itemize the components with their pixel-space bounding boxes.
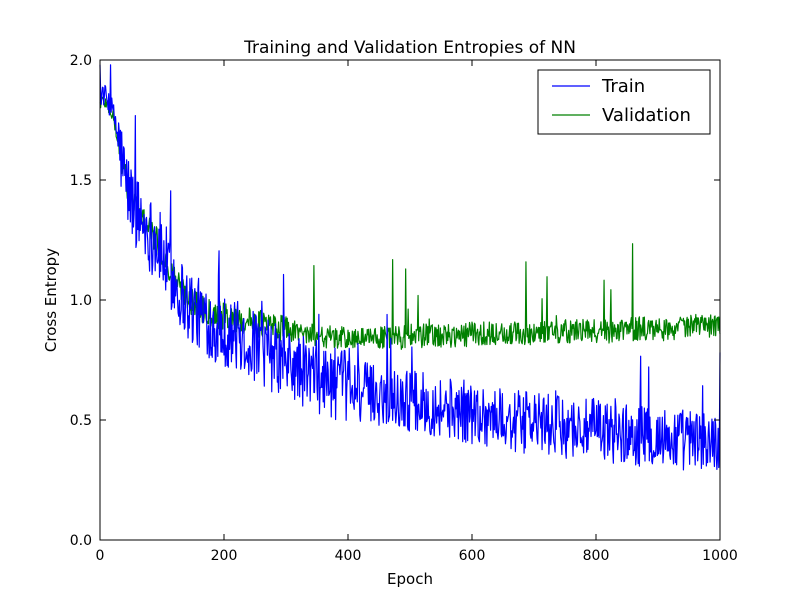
x-tick-label: 200	[211, 548, 238, 564]
y-tick-label: 0.0	[70, 533, 92, 549]
series-line-train	[99, 64, 721, 471]
legend-label-validation: Validation	[602, 105, 691, 126]
x-tick-label: 0	[96, 548, 105, 564]
legend-box	[537, 69, 711, 135]
x-tick-label: 400	[335, 548, 362, 564]
y-tick-label: 2.0	[70, 53, 92, 69]
x-axis-label: Epoch	[387, 570, 433, 588]
x-tick-label: 1000	[702, 548, 738, 564]
legend-label-train: Train	[601, 76, 645, 97]
x-tick-label: 600	[459, 548, 486, 564]
y-tick-label: 1.0	[70, 293, 92, 309]
chart-title: Training and Validation Entropies of NN	[243, 38, 576, 58]
x-tick-label: 800	[583, 548, 610, 564]
y-axis-label: Cross Entropy	[42, 248, 60, 352]
y-tick-label: 1.5	[70, 173, 92, 189]
series-layer	[99, 64, 721, 471]
ticks-layer: 0 200 400 600 800 1000 0.0 0.5 1.0 1.5 2.0	[70, 53, 738, 564]
y-tick-label: 0.5	[70, 413, 92, 429]
legend: Train Validation	[537, 69, 711, 135]
